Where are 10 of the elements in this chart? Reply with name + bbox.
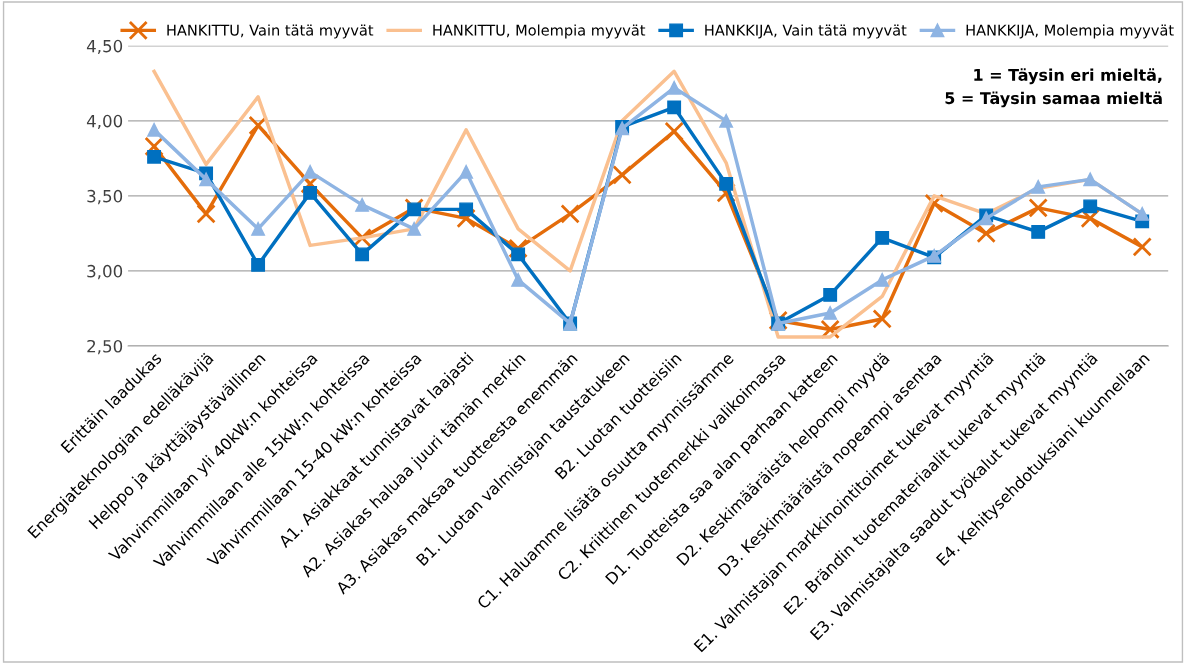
y-tick-label: 3,00 xyxy=(87,264,123,280)
y-tick-label: 2,50 xyxy=(87,339,123,355)
legend-label: HANKITTU, Vain tätä myyvät xyxy=(167,24,374,39)
y-tick-label: 3,50 xyxy=(87,189,123,205)
y-tick-label: 4,50 xyxy=(86,39,123,55)
legend-label: HANKKIJA, Vain tätä myyvät xyxy=(705,24,907,39)
legend-label: HANKITTU, Molempia myyvät xyxy=(433,24,646,39)
legend-label: HANKKIJA, Molempia myyvät xyxy=(966,24,1174,39)
y-tick-label: 4,00 xyxy=(86,114,123,130)
annotation: 1 = Täysin eri mieltä, 5 = Täysin samaa mieltä xyxy=(945,68,1162,108)
